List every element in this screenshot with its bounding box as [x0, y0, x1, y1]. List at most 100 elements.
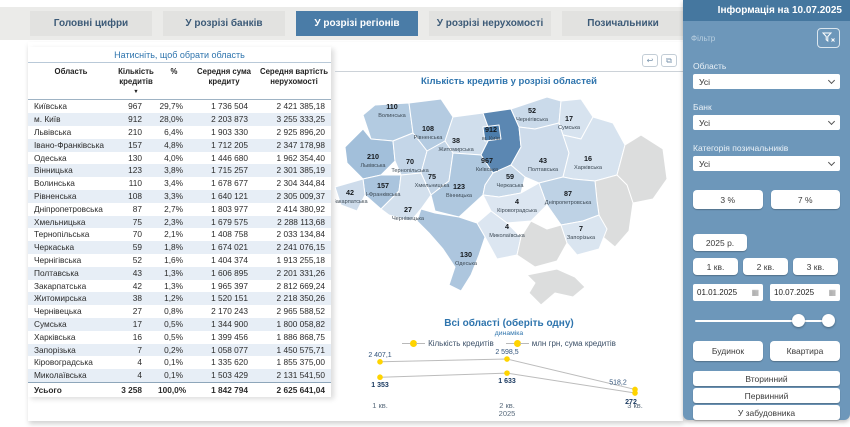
table-cell: Сумська	[34, 318, 67, 329]
table-cell: Тернопільська	[34, 229, 90, 240]
map-region-label: Миколаївська	[489, 233, 525, 239]
map-panel: ↩ ⧉ Кількість кредитів у розрізі областе…	[335, 50, 683, 321]
focus-mode-icon[interactable]: ↩	[642, 54, 658, 67]
map-region-khersonska[interactable]	[516, 220, 568, 268]
table-row[interactable]: Волинська 110 3,4% 1 678 677 2 304 344,84	[28, 177, 331, 190]
map-region-value: 7	[579, 224, 583, 233]
legend-item-sum[interactable]: млн грн, сума кредитів	[505, 339, 616, 348]
tab-5[interactable]: Позичальники	[562, 11, 684, 36]
slider-handle-end[interactable]	[822, 314, 835, 327]
table-cell: 75	[132, 216, 142, 227]
legend-item-count[interactable]: Кількість кредитів	[402, 339, 494, 348]
chart-point[interactable]	[504, 370, 510, 376]
map-region-label: Чернівецька	[392, 216, 425, 222]
col-header-percent[interactable]: %	[170, 67, 178, 76]
property-button-2[interactable]: Квартира	[770, 341, 840, 361]
map-region-odeska[interactable]	[416, 208, 486, 292]
chart-data-label: 2 407,1	[368, 352, 391, 359]
date-from-input[interactable]: 01.01.2025 ▦	[693, 284, 763, 301]
market-button-2[interactable]: Первинний	[693, 388, 840, 403]
quarter-button-2[interactable]: 2 кв.	[743, 258, 788, 275]
tab-3[interactable]: У розрізі регіонів	[296, 11, 418, 36]
table-row[interactable]: м. Київ 912 28,0% 2 203 873 3 255 333,25	[28, 113, 331, 126]
chart-point[interactable]	[377, 359, 383, 365]
chart-point[interactable]	[377, 374, 383, 381]
rate-button-2[interactable]: 7 %	[770, 190, 840, 209]
market-button-1[interactable]: Вторинний	[693, 371, 840, 386]
chevron-down-icon	[827, 76, 836, 84]
table-cell: 157	[128, 139, 142, 150]
table-cell: Івано-Франківська	[34, 139, 104, 150]
table-cell: 1 962 354,40	[276, 152, 325, 163]
table-cell: 1 855 375,00	[276, 357, 325, 368]
col-header-count[interactable]: Кількість кредитів ▼	[114, 67, 158, 96]
table-row[interactable]: Львівська 210 6,4% 1 903 330 2 925 896,20	[28, 126, 331, 139]
table-row[interactable]: Рівненська 108 3,3% 1 640 121 2 305 009,37	[28, 189, 331, 203]
table-row[interactable]: Івано-Франківська 157 4,8% 1 712 205 2 347 1…	[28, 138, 331, 152]
col-header-avg-loan[interactable]: Середня сума кредиту	[196, 67, 251, 87]
map-region-value: 912	[485, 125, 497, 134]
clear-filters-button[interactable]	[817, 28, 840, 48]
table-row[interactable]: Полтавська 43 1,3% 1 606 895 2 201 331,26	[28, 266, 331, 280]
date-to-input[interactable]: 10.07.2025 ▦	[770, 284, 840, 301]
col-header-region[interactable]: Область	[54, 67, 88, 76]
borrower-category-select-value: Усі	[699, 158, 710, 169]
map-region-kyiv-city[interactable]	[482, 124, 502, 142]
map-region-krym[interactable]	[526, 268, 586, 306]
table-row[interactable]: Дніпропетровська 87 2,7% 1 803 977 2 414 380…	[28, 203, 331, 216]
table-row[interactable]: Сумська 17 0,5% 1 344 900 1 800 058,82	[28, 317, 331, 331]
rate-button-1[interactable]: 3 %	[693, 190, 763, 209]
date-range-slider[interactable]	[695, 314, 838, 328]
map-region-value: 4	[515, 197, 519, 206]
table-cell: Хмельницька	[34, 216, 86, 227]
year-button[interactable]: 2025 р.	[693, 234, 747, 251]
market-button-3[interactable]: У забудовника	[693, 405, 840, 420]
table-cell: 1 503 429	[211, 370, 248, 381]
table-row[interactable]: Закарпатська 42 1,3% 1 965 397 2 812 669,24	[28, 280, 331, 293]
map-region-zaporizka[interactable]	[546, 204, 608, 256]
table-row[interactable]: Чернігівська 52 1,6% 1 404 374 1 913 255,18	[28, 254, 331, 267]
slider-handle-start[interactable]	[792, 314, 805, 327]
table-cell: 2,3%	[164, 216, 183, 227]
map-region-value: 70	[406, 157, 414, 166]
table-row[interactable]: Харківська 16 0,5% 1 399 456 1 886 868,75	[28, 331, 331, 344]
map-region-zakarpatska[interactable]	[335, 178, 366, 212]
table-cell: Кіровоградська	[34, 357, 93, 368]
chart-point[interactable]	[632, 390, 638, 396]
table-row[interactable]: Хмельницька 75 2,3% 1 679 575 2 288 113,68	[28, 215, 331, 229]
table-cell: 1 903 330	[211, 126, 248, 137]
table-cell: 70	[132, 229, 142, 240]
table-row[interactable]: Запорізька 7 0,2% 1 058 077 1 450 575,71	[28, 343, 331, 357]
col-header-avg-value[interactable]: Середня вартість нерухомості	[259, 67, 329, 87]
table-row[interactable]: Кіровоградська 4 0,1% 1 335 620 1 855 375,00	[28, 356, 331, 369]
oblast-select[interactable]: Усі	[693, 74, 840, 89]
slider-track[interactable]	[695, 320, 834, 322]
chart-point[interactable]	[504, 356, 510, 362]
tab-2[interactable]: У розрізі банків	[163, 11, 285, 36]
table-row[interactable]: Одеська 130 4,0% 1 446 680 1 962 354,40	[28, 152, 331, 165]
calendar-icon: ▦	[751, 288, 759, 297]
bank-select[interactable]: Усі	[693, 115, 840, 130]
quarter-button-3[interactable]: 3 кв.	[793, 258, 838, 275]
table-row[interactable]: Миколаївська 4 0,1% 1 503 429 2 131 541,50	[28, 369, 331, 382]
tab-1[interactable]: Головні цифри	[30, 11, 152, 36]
table-row[interactable]: Київська 967 29,7% 1 736 504 2 421 385,18	[28, 100, 331, 113]
tab-4[interactable]: У розрізі нерухомості	[429, 11, 551, 36]
table-cell: 42	[132, 280, 142, 291]
quarter-button-1[interactable]: 1 кв.	[693, 258, 738, 275]
total-avg-value: 2 625 641,04	[276, 384, 325, 395]
table-row[interactable]: Черкаська 59 1,8% 1 674 021 2 241 076,15	[28, 241, 331, 254]
property-button-1[interactable]: Будинок	[693, 341, 763, 361]
table-cell: 967	[128, 101, 142, 112]
ukraine-choropleth-map[interactable]: 110 Волинська 108 Рівненська 38 Житомирська 96…	[335, 89, 683, 321]
table-header-row: Область Кількість кредитів ▼ % Середня су…	[28, 63, 331, 101]
more-options-icon[interactable]: ⧉	[661, 54, 677, 67]
map-region-label: Запорізька	[567, 235, 596, 241]
total-avg-loan: 1 842 794	[211, 384, 248, 395]
table-row[interactable]: Тернопільська 70 2,1% 1 408 758 2 033 134,84	[28, 228, 331, 241]
table-row[interactable]: Вінницька 123 3,8% 1 715 257 2 301 385,19	[28, 164, 331, 178]
table-row[interactable]: Житомирська 38 1,2% 1 520 151 2 218 350,26	[28, 292, 331, 306]
table-row[interactable]: Чернівецька 27 0,8% 2 170 243 2 965 588,52	[28, 305, 331, 318]
table-cell: 2 033 134,84	[276, 229, 325, 240]
borrower-category-select[interactable]: Усі	[693, 156, 840, 171]
